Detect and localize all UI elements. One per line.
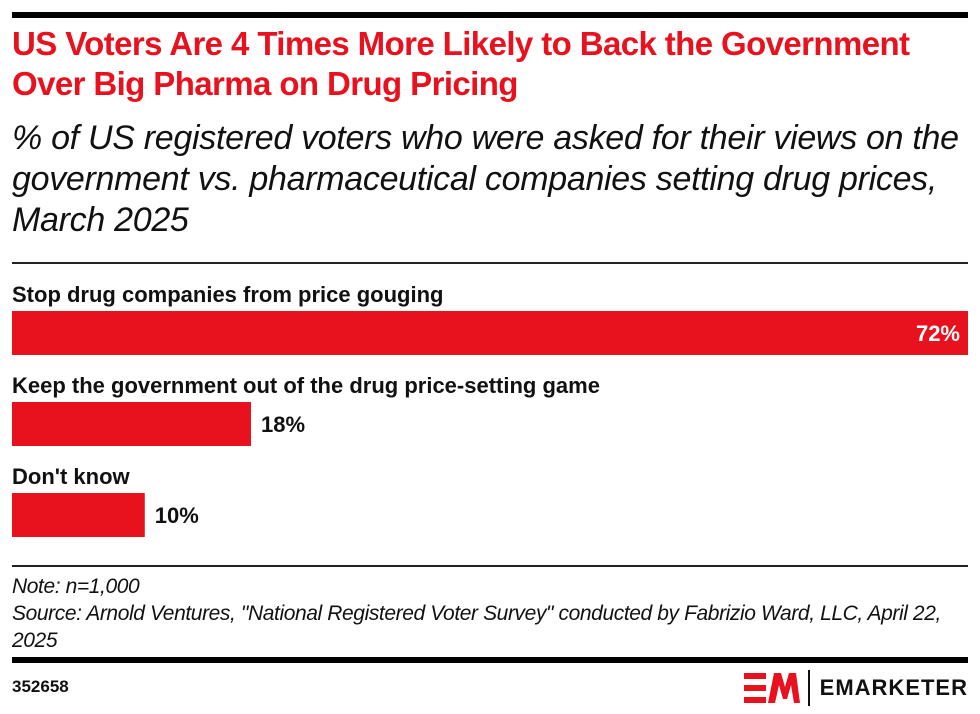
bar (12, 493, 145, 537)
chart-notes: Note: n=1,000 Source: Arnold Ventures, "… (12, 573, 968, 654)
chart-title: US Voters Are 4 Times More Likely to Bac… (12, 25, 910, 102)
em-logo-mark-icon (743, 673, 800, 703)
footer-divider (12, 565, 968, 567)
logo-divider (807, 670, 810, 706)
note-text: Note: n=1,000 (12, 575, 140, 598)
bottom-rule (12, 657, 968, 663)
value-label: 72% (916, 321, 960, 346)
top-rule (12, 12, 968, 18)
category-label: Stop drug companies from price gouging (12, 282, 443, 307)
chart-id: 352658 (12, 677, 69, 696)
source-text: Source: Arnold Ventures, "National Regis… (12, 602, 941, 652)
chart-subtitle: % of US registered voters who were asked… (12, 119, 959, 239)
header-divider (12, 262, 968, 264)
emarketer-logo: EMARKETER (743, 670, 968, 706)
value-label: 10% (155, 503, 199, 528)
bar (12, 402, 251, 446)
brand-name: EMARKETER (819, 675, 968, 700)
bar-chart: Stop drug companies from price gouging 72… (12, 282, 968, 537)
value-label: 18% (261, 412, 305, 437)
bar (12, 311, 968, 355)
category-label: Keep the government out of the drug pric… (12, 373, 600, 398)
category-label: Don't know (12, 464, 131, 489)
